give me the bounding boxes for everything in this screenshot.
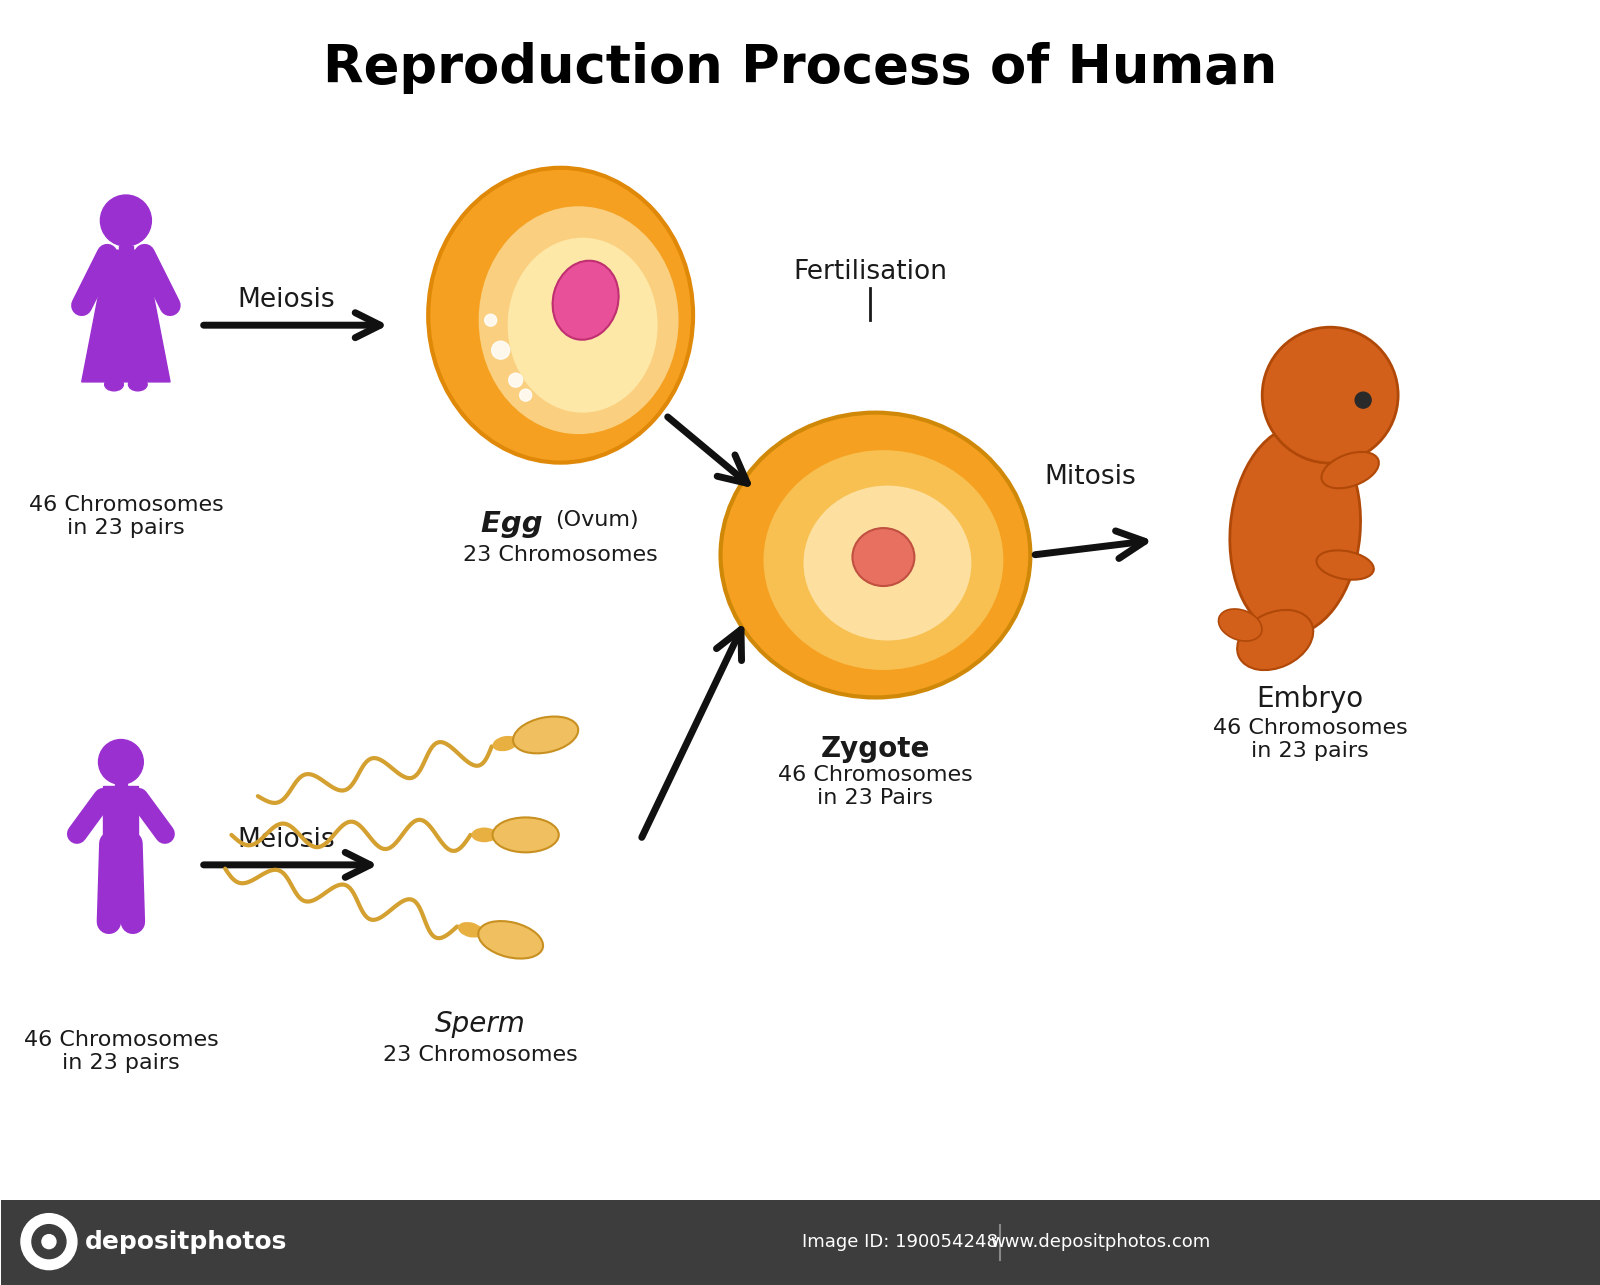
Ellipse shape [478, 921, 542, 959]
Circle shape [509, 373, 523, 387]
Ellipse shape [458, 923, 483, 938]
Ellipse shape [429, 168, 693, 463]
Circle shape [1262, 328, 1398, 463]
Text: depositphotos: depositphotos [85, 1230, 288, 1254]
Ellipse shape [720, 412, 1030, 698]
Circle shape [1355, 392, 1371, 409]
Ellipse shape [552, 261, 619, 339]
Circle shape [32, 1225, 66, 1258]
Text: Embryo: Embryo [1256, 685, 1363, 713]
Ellipse shape [472, 828, 498, 842]
Circle shape [491, 342, 510, 360]
Text: 46 Chromosomes
in 23 pairs: 46 Chromosomes in 23 pairs [29, 495, 224, 538]
Circle shape [21, 1213, 77, 1270]
Text: 46 Chromosomes
in 23 pairs: 46 Chromosomes in 23 pairs [24, 1029, 218, 1073]
Ellipse shape [493, 817, 558, 852]
Circle shape [99, 740, 144, 784]
Text: Meiosis: Meiosis [237, 288, 334, 314]
Ellipse shape [1317, 550, 1374, 580]
Text: 23 Chromosomes: 23 Chromosomes [384, 1045, 578, 1065]
Text: Reproduction Process of Human: Reproduction Process of Human [323, 42, 1278, 94]
Text: Egg: Egg [482, 510, 552, 538]
Ellipse shape [1237, 610, 1314, 669]
Text: 46 Chromosomes
in 23 Pairs: 46 Chromosomes in 23 Pairs [778, 765, 973, 808]
Ellipse shape [128, 378, 147, 391]
Ellipse shape [493, 736, 518, 752]
Bar [118, 245, 133, 254]
Circle shape [485, 315, 496, 326]
Text: (Ovum): (Ovum) [555, 510, 638, 531]
Text: Zygote: Zygote [821, 735, 930, 763]
Bar [115, 784, 128, 789]
Ellipse shape [507, 238, 658, 412]
Circle shape [520, 389, 531, 401]
Ellipse shape [1230, 425, 1360, 635]
Text: 46 Chromosomes
in 23 pairs: 46 Chromosomes in 23 pairs [1213, 718, 1408, 761]
Ellipse shape [763, 450, 1003, 669]
Circle shape [42, 1235, 56, 1249]
Text: Sperm: Sperm [435, 1010, 526, 1038]
Ellipse shape [803, 486, 971, 640]
Text: Meiosis: Meiosis [237, 826, 334, 853]
Bar [2, 1200, 1600, 1285]
Circle shape [101, 195, 152, 245]
Text: Fertilisation: Fertilisation [794, 260, 947, 285]
Ellipse shape [478, 207, 678, 434]
Polygon shape [82, 251, 170, 382]
Ellipse shape [853, 528, 915, 586]
Ellipse shape [514, 717, 578, 753]
Ellipse shape [104, 378, 123, 391]
Ellipse shape [1322, 452, 1379, 488]
Bar [104, 786, 139, 843]
Ellipse shape [1219, 609, 1262, 641]
Text: www.depositphotos.com: www.depositphotos.com [990, 1232, 1211, 1250]
Text: 23 Chromosomes: 23 Chromosomes [464, 545, 658, 565]
Text: Mitosis: Mitosis [1045, 464, 1136, 490]
Text: Image ID: 190054248: Image ID: 190054248 [803, 1232, 998, 1250]
